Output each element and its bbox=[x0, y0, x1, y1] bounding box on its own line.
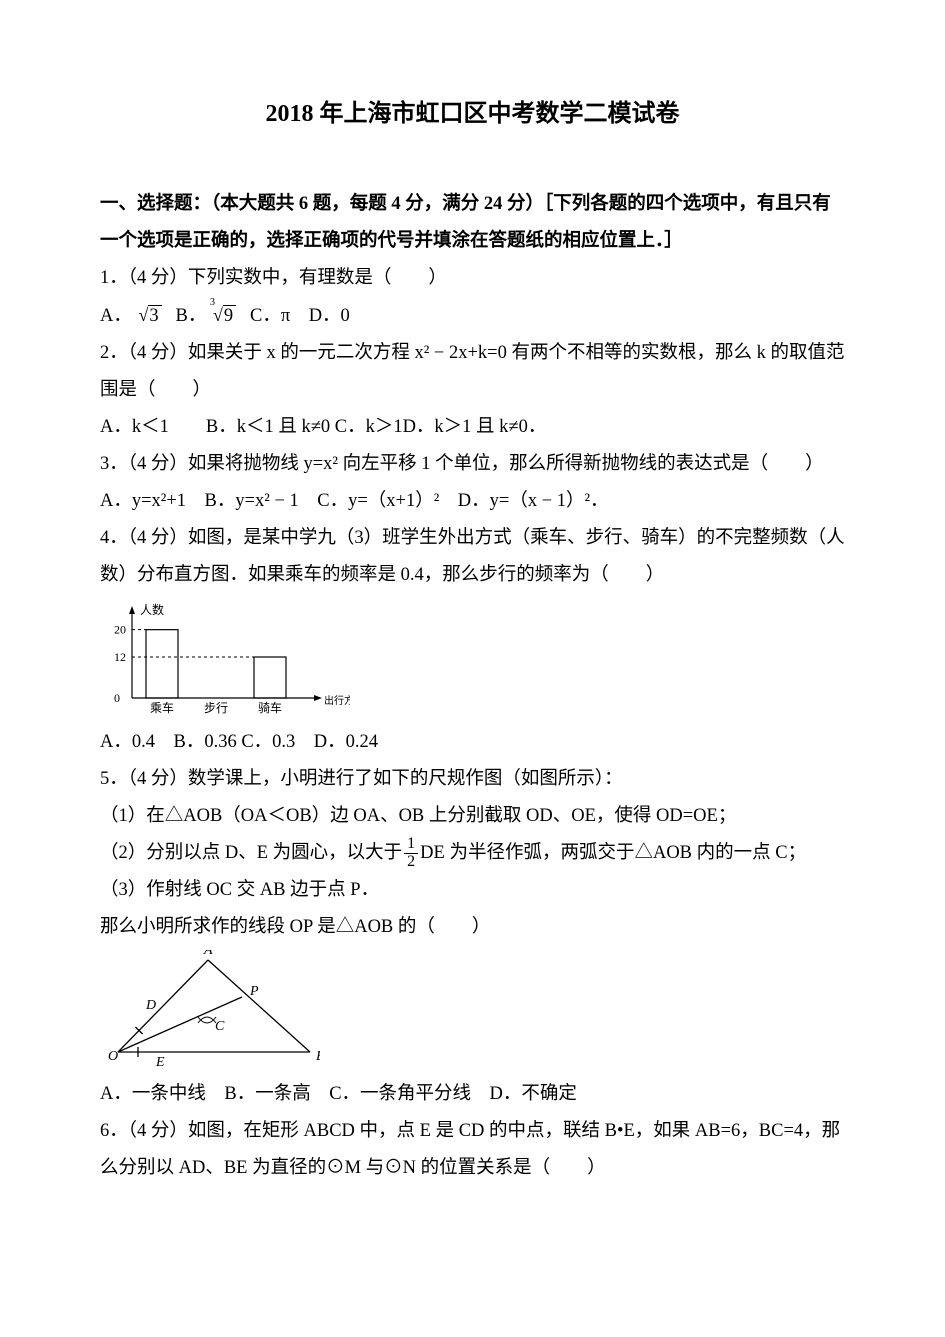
q1-options: A． 3 B． 39 C．π D．0 bbox=[100, 297, 845, 335]
q5-geometry-diagram: O A B D E C P bbox=[100, 950, 845, 1070]
q5-stem: 5．（4 分）数学课上，小明进行了如下的尺规作图（如图所示）： bbox=[100, 761, 845, 798]
q1-opt-D: D．0 bbox=[309, 306, 350, 326]
svg-text:E: E bbox=[155, 1055, 165, 1070]
svg-text:C: C bbox=[215, 1019, 225, 1034]
q5-step2-b: DE 为半径作弧，两弧交于△AOB 内的一点 C； bbox=[420, 843, 806, 863]
q1-opt-A-label: A． bbox=[100, 306, 132, 326]
svg-text:步行: 步行 bbox=[204, 701, 228, 715]
svg-text:P: P bbox=[249, 984, 259, 999]
svg-text:D: D bbox=[145, 998, 156, 1013]
q5-conclusion: 那么小明所求作的线段 OP 是△AOB 的（ ） bbox=[100, 909, 845, 946]
svg-text:人数: 人数 bbox=[140, 602, 164, 617]
page-title: 2018 年上海市虹口区中考数学二模试卷 bbox=[100, 90, 845, 138]
svg-text:12: 12 bbox=[114, 650, 126, 664]
fraction-half-icon: 12 bbox=[404, 836, 418, 871]
q1-A-radicand: 3 bbox=[148, 305, 161, 326]
exam-page: 2018 年上海市虹口区中考数学二模试卷 一、选择题：（本大题共 6 题，每题 … bbox=[0, 0, 945, 1337]
q1-B-radicand: 9 bbox=[223, 305, 236, 326]
q2-options: A．k＜1 B．k＜1 且 k≠0 C．k＞1D．k＞1 且 k≠0． bbox=[100, 409, 845, 446]
q4-options: A．0.4 B．0.36 C．0.3 D．0.24 bbox=[100, 724, 845, 761]
svg-text:骑车: 骑车 bbox=[258, 700, 282, 715]
q1-opt-B-label: B． bbox=[176, 306, 207, 326]
q3-stem: 3．（4 分）如果将抛物线 y=x² 向左平移 1 个单位，那么所得新抛物线的表… bbox=[100, 446, 845, 483]
q4-bar-chart: 0 12 20 乘车 步行 骑车 人数出行方式 bbox=[100, 598, 845, 718]
q5-step3: （3）作射线 OC 交 AB 边于点 P． bbox=[100, 872, 845, 909]
sqrt-3-icon: 3 bbox=[137, 297, 162, 335]
q5-step2: （2）分别以点 D、E 为圆心，以大于12DE 为半径作弧，两弧交于△AOB 内… bbox=[100, 835, 845, 872]
svg-text:0: 0 bbox=[114, 691, 120, 705]
q5-frac-num: 1 bbox=[404, 836, 418, 854]
q3-options: A．y=x²+1 B．y=x² − 1 C．y=（x+1）² D．y=（x − … bbox=[100, 483, 845, 520]
svg-text:乘车: 乘车 bbox=[150, 700, 174, 715]
q1-stem: 1．（4 分）下列实数中，有理数是（ ） bbox=[100, 260, 845, 297]
svg-text:20: 20 bbox=[114, 623, 126, 637]
q2-stem: 2．（4 分）如果关于 x 的一元二次方程 x² − 2x+k=0 有两个不相等… bbox=[100, 335, 845, 409]
q5-options: A．一条中线 B．一条高 C．一条角平分线 D．不确定 bbox=[100, 1076, 845, 1113]
svg-text:O: O bbox=[108, 1049, 118, 1064]
svg-text:A: A bbox=[203, 950, 213, 958]
q4-stem: 4．（4 分）如图，是某中学九（3）班学生外出方式（乘车、步行、骑车）的不完整频… bbox=[100, 520, 845, 594]
section-header: 一、选择题：（本大题共 6 题，每题 4 分，满分 24 分）［下列各题的四个选… bbox=[100, 186, 845, 260]
q5-step1: （1）在△AOB（OA＜OB）边 OA、OB 上分别截取 OD、OE，使得 OD… bbox=[100, 798, 845, 835]
q5-frac-den: 2 bbox=[404, 854, 418, 871]
q5-step2-a: （2）分别以点 D、E 为圆心，以大于 bbox=[100, 843, 402, 863]
cuberoot-9-icon: 39 bbox=[211, 297, 236, 335]
svg-text:B: B bbox=[316, 1049, 320, 1064]
q6-stem: 6．（4 分）如图，在矩形 ABCD 中，点 E 是 CD 的中点，联结 B•E… bbox=[100, 1113, 845, 1187]
q1-opt-C: C．π bbox=[250, 306, 290, 326]
svg-text:出行方式: 出行方式 bbox=[324, 694, 350, 707]
